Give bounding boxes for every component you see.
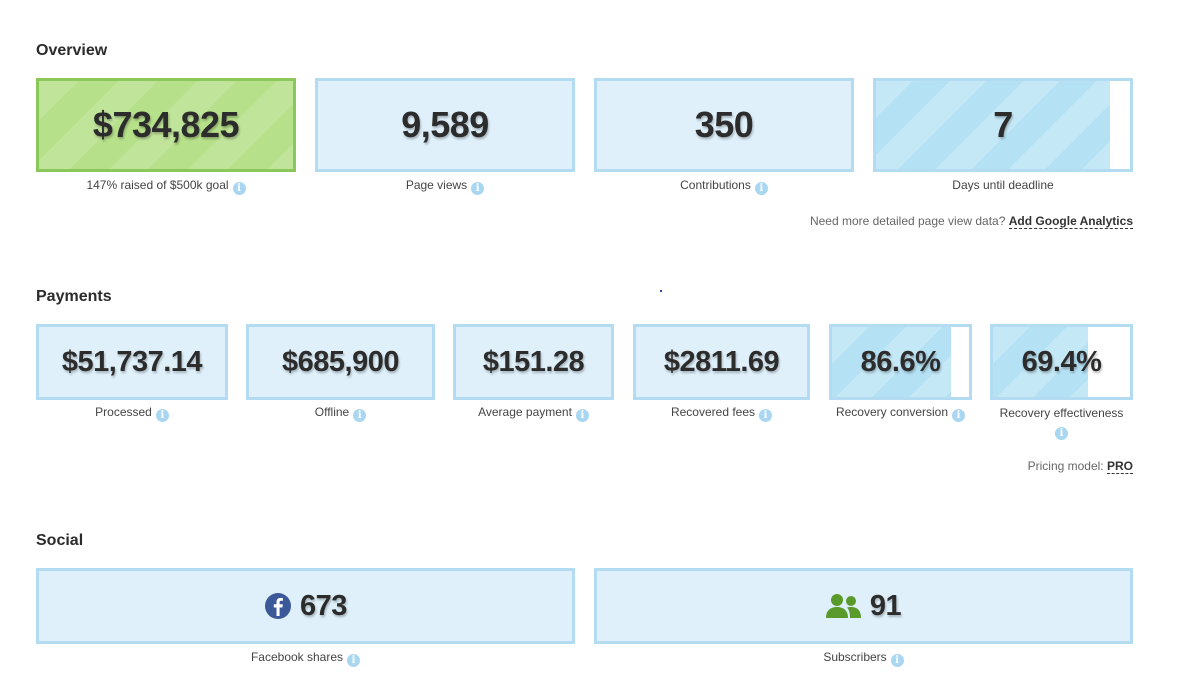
info-icon[interactable]: i bbox=[347, 654, 361, 667]
analytics-note: Need more detailed page view data? Add G… bbox=[809, 214, 1133, 229]
info-icon[interactable]: i bbox=[952, 409, 966, 422]
page-views-card: 9,589 bbox=[315, 78, 575, 172]
overview-title: Overview bbox=[36, 42, 108, 59]
recovered-fees-card: $2811.69 bbox=[633, 324, 810, 400]
contributions-value: 350 bbox=[694, 104, 754, 145]
analytics-note-text: Need more detailed page view data? bbox=[809, 214, 1006, 228]
subscribers-value-wrap: 91 bbox=[825, 589, 902, 623]
info-icon[interactable]: i bbox=[890, 654, 904, 667]
recovery-effectiveness-fill bbox=[993, 327, 1089, 397]
info-icon[interactable]: i bbox=[575, 409, 589, 422]
recovered-fees-label-text: Recovered fees bbox=[670, 405, 756, 419]
average-payment-card: $151.28 bbox=[453, 324, 614, 400]
average-payment-value: $151.28 bbox=[482, 345, 585, 378]
recovery-conversion-label-text: Recovery conversion bbox=[835, 405, 949, 419]
contributions-label: Contributions i bbox=[594, 178, 854, 195]
average-payment-label: Average payment i bbox=[453, 405, 614, 422]
recovery-effectiveness-value: 69.4% bbox=[1021, 345, 1102, 378]
days-card: 7 bbox=[873, 78, 1133, 172]
info-icon[interactable]: i bbox=[353, 409, 367, 422]
recovery-conversion-value: 86.6% bbox=[860, 345, 941, 378]
days-value: 7 bbox=[993, 104, 1013, 145]
raised-label: 147% raised of $500k goal i bbox=[36, 178, 296, 195]
processed-card: $51,737.14 bbox=[36, 324, 228, 400]
subscribers-label: Subscribers i bbox=[594, 650, 1133, 667]
page-views-value: 9,589 bbox=[401, 104, 489, 145]
info-icon[interactable]: i bbox=[754, 182, 768, 195]
subscribers-value: 91 bbox=[869, 589, 902, 622]
info-icon[interactable]: i bbox=[232, 182, 246, 195]
subscribers-label-text: Subscribers bbox=[823, 650, 887, 664]
recovery-conversion-card: 86.6% bbox=[829, 324, 972, 400]
raised-value: $734,825 bbox=[92, 104, 240, 145]
raised-card: $734,825 bbox=[36, 78, 296, 172]
offline-label-text: Offline bbox=[314, 405, 350, 419]
raised-label-text: 147% raised of $500k goal bbox=[86, 178, 229, 192]
processed-label: Processed i bbox=[36, 405, 228, 422]
payments-title: Payments bbox=[36, 288, 112, 305]
offline-value: $685,900 bbox=[282, 345, 399, 378]
days-progress-fill bbox=[876, 81, 1110, 169]
recovery-effectiveness-label: Recovery effectiveness i bbox=[990, 405, 1133, 440]
processed-value: $51,737.14 bbox=[61, 345, 203, 378]
pricing-model-link[interactable]: PRO bbox=[1106, 459, 1133, 474]
info-icon[interactable]: i bbox=[155, 409, 169, 422]
contributions-label-text: Contributions bbox=[680, 178, 751, 192]
recovery-conversion-label: Recovery conversion i bbox=[829, 405, 972, 422]
days-label: Days until deadline bbox=[952, 178, 1054, 192]
stray-dot bbox=[660, 290, 662, 292]
info-icon[interactable]: i bbox=[759, 409, 773, 422]
pricing-model-label: Pricing model: bbox=[1027, 459, 1104, 473]
social-title: Social bbox=[36, 532, 84, 549]
facebook-icon bbox=[265, 593, 292, 619]
facebook-shares-card: 673 bbox=[36, 568, 575, 644]
facebook-shares-value: 673 bbox=[300, 589, 347, 622]
offline-label: Offline i bbox=[246, 405, 435, 422]
recovery-effectiveness-label-text: Recovery effectiveness bbox=[999, 406, 1124, 420]
recovery-conversion-fill bbox=[832, 327, 951, 397]
facebook-shares-label: Facebook shares i bbox=[36, 650, 575, 667]
users-icon bbox=[825, 594, 861, 618]
add-google-analytics-link[interactable]: Add Google Analytics bbox=[1008, 214, 1133, 229]
subscribers-card: 91 bbox=[594, 568, 1133, 644]
contributions-card: 350 bbox=[594, 78, 854, 172]
recovered-fees-value: $2811.69 bbox=[663, 345, 780, 378]
facebook-shares-value-wrap: 673 bbox=[264, 590, 347, 623]
info-icon[interactable]: i bbox=[1055, 427, 1068, 440]
recovery-effectiveness-card: 69.4% bbox=[990, 324, 1133, 400]
page-views-label-text: Page views bbox=[405, 178, 468, 192]
info-icon[interactable]: i bbox=[471, 182, 485, 195]
recovered-fees-label: Recovered fees i bbox=[633, 405, 810, 422]
page-views-label: Page views i bbox=[315, 178, 575, 195]
offline-card: $685,900 bbox=[246, 324, 435, 400]
average-payment-label-text: Average payment bbox=[478, 405, 572, 419]
processed-label-text: Processed bbox=[95, 405, 152, 419]
pricing-model: Pricing model: PRO bbox=[1027, 459, 1133, 474]
facebook-shares-label-text: Facebook shares bbox=[250, 650, 344, 664]
